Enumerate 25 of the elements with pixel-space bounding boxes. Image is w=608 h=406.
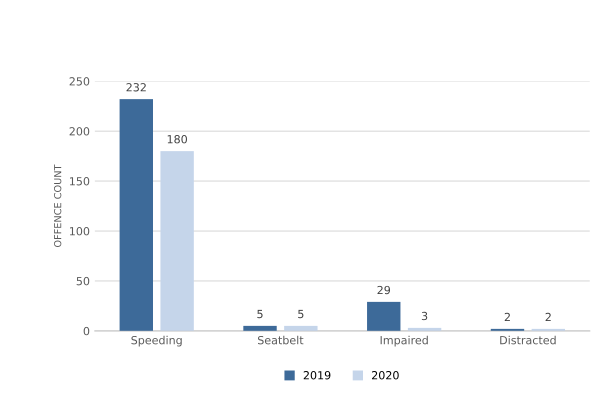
legend-label: 2020 [372,371,399,380]
legend-label: 2019 [304,371,330,380]
y-tick-label: 50 [76,276,90,286]
data-label: 180 [168,135,187,144]
y-axis-title: OFFENCE COUNT [54,164,62,248]
y-tick-label: 100 [70,226,90,236]
data-label: 232 [126,83,146,92]
x-tick-label: Seatbelt [258,336,304,344]
y-tick-label: 0 [84,326,90,336]
bar [284,326,318,331]
x-tick-label: Impaired [380,336,428,347]
data-label: 2 [546,312,551,322]
x-tick-label: Distracted [500,336,556,344]
y-tick-label: 250 [70,77,90,86]
y-tick-label: 200 [70,127,90,136]
bar [160,151,194,331]
data-label: 29 [378,286,390,294]
bar [120,99,153,331]
y-tick-label: 150 [70,177,90,186]
data-label: 5 [257,310,263,318]
x-tick-label: Speeding [131,336,182,347]
data-label: 2 [504,312,510,322]
bar [367,302,400,331]
data-label: 3 [422,312,428,320]
data-label: 5 [298,310,304,318]
